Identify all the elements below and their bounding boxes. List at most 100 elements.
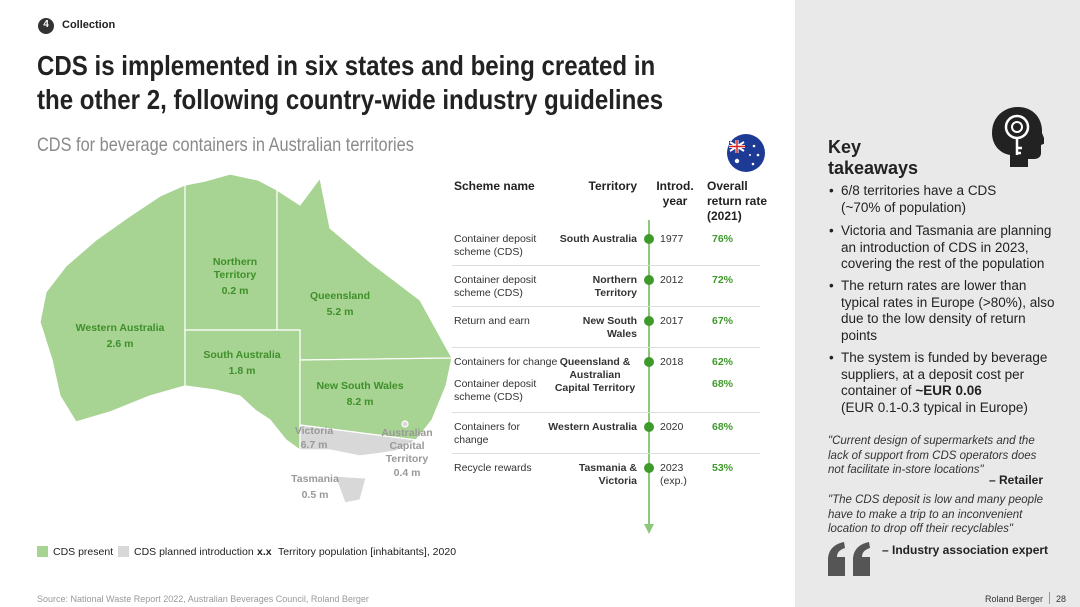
legend-placeholder: x.x <box>257 546 272 558</box>
row-separator <box>452 347 760 348</box>
scheme-name: Return and earn <box>454 315 530 327</box>
section-badge <box>38 18 54 34</box>
head-icon <box>992 107 1044 167</box>
page-number: 28 <box>1056 594 1067 604</box>
return-rate: 68% <box>712 421 734 433</box>
scheme-name: Container deposit scheme (CDS) <box>454 233 537 258</box>
region-tasmania <box>334 475 367 504</box>
region-name: Tasmania <box>291 473 339 485</box>
row-separator <box>452 265 760 266</box>
return-rate: 62% <box>712 356 734 368</box>
legend-label: CDS planned introduction <box>134 546 254 558</box>
region-victoria <box>299 424 418 457</box>
return-rate: 53% <box>712 462 734 474</box>
region-name: Victoria <box>294 425 334 437</box>
title-line: the other 2, following country-wide indu… <box>37 84 664 115</box>
intro-year: 2020 <box>660 421 684 433</box>
bullet-text: Victoria and Tasmania are planning an in… <box>841 223 1052 271</box>
scheme-name: Containers for change <box>454 356 558 368</box>
region-label: New South Wales 8.2 m <box>310 380 410 409</box>
timeline <box>644 220 654 534</box>
intro-year: 1977 <box>660 233 684 245</box>
return-rate: 72% <box>712 274 734 286</box>
territory: Northern Territory <box>537 274 637 300</box>
legend-swatch <box>37 546 48 557</box>
intro-year: 2018 <box>660 356 684 368</box>
territory-text: Northern Territory <box>592 274 637 299</box>
territory: Western Australia <box>548 421 637 433</box>
bullet: • The return rates are lower than typical… <box>829 278 1055 343</box>
bullet-note: (EUR 0.1-0.3 typical in Europe) <box>841 399 1028 415</box>
territory: Tasmania & Victoria <box>537 462 637 488</box>
quote-source: – Industry association expert <box>882 543 1049 557</box>
scheme-name: Container deposit scheme (CDS) <box>454 274 537 299</box>
row-separator <box>452 412 760 413</box>
title-line: CDS is implemented in six states and bei… <box>37 50 656 81</box>
region-western-australia <box>39 184 186 423</box>
region-name: Queensland <box>309 290 371 302</box>
quote-mark-icon <box>828 542 870 576</box>
bullet-text: 6/8 territories have a CDS (~70% of popu… <box>841 183 997 215</box>
region-northern-territory <box>184 173 278 331</box>
region-label: Northern Territory 0.2 m <box>195 256 275 298</box>
scheme-name: Containers for change <box>454 421 520 446</box>
region-label: Western Australia 2.6 m <box>65 322 175 351</box>
region-act <box>401 420 409 428</box>
bullet-text: The return rates are lower than typical … <box>841 278 1055 343</box>
region-name: New South Wales <box>316 380 404 392</box>
source-note: Source: National Waste Report 2022, Aust… <box>37 594 369 604</box>
region-label: Victoria 6.7 m <box>289 425 339 452</box>
region-population: 2.6 m <box>106 338 134 350</box>
bullet-bold: ~EUR 0.06 <box>915 383 982 398</box>
region-label: Queensland 5.2 m <box>295 290 385 319</box>
footer-divider <box>1049 592 1050 604</box>
column-header: Territory <box>588 179 637 193</box>
takeaways-panel <box>795 0 1080 607</box>
takeaways-title: Key takeaways <box>828 137 919 178</box>
column-header: Overall return rate (2021) <box>707 179 768 223</box>
region-south-australia <box>184 329 301 452</box>
region-name: South Australia <box>203 349 281 361</box>
quote: "Current design of supermarkets and the … <box>828 435 1037 476</box>
region-population: 8.2 m <box>346 396 374 408</box>
return-rate: 68% <box>712 378 734 390</box>
bullet-text: The system is funded by beverage supplie… <box>841 350 1048 398</box>
region-label: Tasmania 0.5 m <box>283 473 347 502</box>
column-header: Scheme name <box>454 179 535 193</box>
return-rate: 67% <box>712 315 734 327</box>
intro-year: 2012 <box>660 274 684 286</box>
quote-source: – Retailer <box>988 473 1043 487</box>
legend-label: CDS present <box>53 546 114 558</box>
quote: "The CDS deposit is low and many people … <box>828 494 1044 535</box>
region-population: 6.7 m <box>300 439 328 451</box>
region-name: Western Australia <box>75 322 165 334</box>
intro-year: 2023 (exp.) <box>660 462 687 487</box>
region-population: 0.4 m <box>393 467 421 479</box>
territory: Queensland & Australian Capital Territor… <box>537 356 637 395</box>
region-population: 1.8 m <box>228 365 256 377</box>
subtitle: CDS for beverage containers in Australia… <box>37 135 414 156</box>
region-queensland <box>276 176 454 361</box>
scheme-name: Container deposit scheme (CDS) <box>454 378 537 403</box>
region-population: 0.2 m <box>221 285 249 297</box>
intro-year: 2017 <box>660 315 684 327</box>
region-name: Australian Capital Territory <box>381 427 433 465</box>
return-rate: 76% <box>712 233 734 245</box>
row-separator <box>452 306 760 307</box>
region-population: 5.2 m <box>326 306 354 318</box>
scheme-name: Recycle rewards <box>454 462 532 474</box>
territory: South Australia <box>559 233 637 245</box>
column-header: Introd. year <box>656 179 694 208</box>
territory: New South Wales <box>537 315 637 341</box>
bullet: • The system is funded by beverage suppli… <box>829 350 1063 416</box>
australia-map <box>39 173 454 504</box>
region-name: Northern Territory <box>212 256 258 281</box>
territory-text: New South Wales <box>582 315 637 340</box>
region-label: South Australia 1.8 m <box>193 349 291 378</box>
section-number: 4 <box>43 19 49 30</box>
region-label: Australian Capital Territory 0.4 m <box>379 427 435 480</box>
flag-icon <box>727 134 765 172</box>
region-population: 0.5 m <box>301 489 329 501</box>
legend-swatch <box>118 546 129 557</box>
